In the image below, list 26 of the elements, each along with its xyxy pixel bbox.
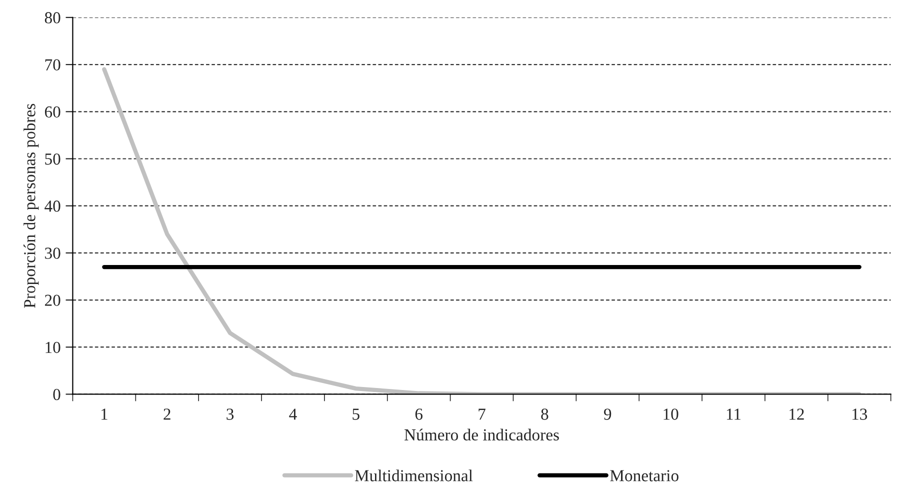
y-tick-label: 70: [45, 59, 60, 71]
y-axis-title: Proporción de personas pobres: [24, 104, 39, 308]
x-tick-label: 4: [289, 408, 297, 420]
x-tick-label: 11: [726, 408, 741, 420]
y-tick-label: 0: [53, 388, 60, 400]
x-tick-label: 10: [664, 408, 678, 420]
y-tick-label: 20: [44, 294, 60, 306]
x-tick-label: 2: [164, 408, 170, 420]
y-tick-label: 30: [45, 248, 60, 259]
x-tick-label: 8: [541, 408, 548, 420]
y-tick-label: 60: [44, 106, 60, 118]
x-axis-title: Número de indicadores: [404, 428, 559, 440]
x-tick-label: 1: [101, 408, 108, 420]
legend-label: Multidimensional: [354, 470, 473, 482]
y-tick-label: 10: [46, 342, 60, 354]
y-tick-label: 40: [44, 200, 60, 212]
x-tick-label: 9: [604, 408, 612, 420]
x-tick-label: 5: [352, 408, 360, 420]
x-tick-label: 3: [226, 408, 234, 420]
x-tick-label: 7: [478, 408, 486, 420]
y-tick-label: 50: [45, 153, 60, 165]
x-tick-label: 13: [852, 408, 868, 420]
x-tick-label: 6: [415, 408, 423, 420]
legend-label: Monetario: [610, 470, 678, 482]
x-tick-label: 12: [790, 408, 804, 420]
y-tick-label: 80: [44, 12, 60, 24]
